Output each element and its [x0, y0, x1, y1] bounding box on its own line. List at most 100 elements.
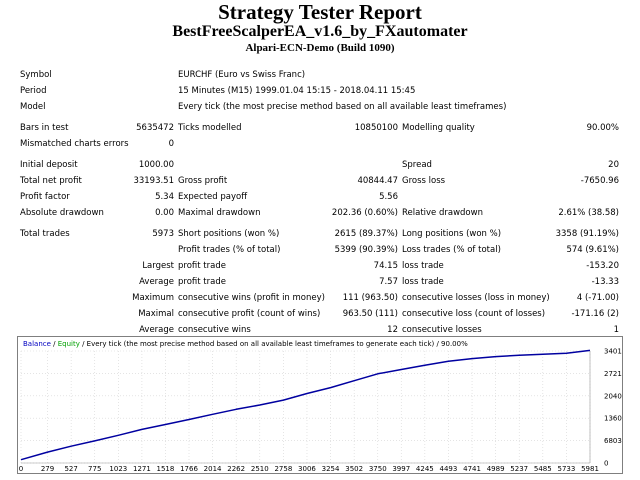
avg-consecutive-losses-label: consecutive losses: [402, 325, 482, 335]
spread-value: 20: [608, 160, 619, 170]
x-tick-label: 3254: [322, 465, 340, 473]
chart-header-rest: / Every tick (the most precise method ba…: [80, 340, 468, 348]
total-trades-label: Total trades: [20, 229, 70, 239]
balance-chart-svg: Balance / Equity / Every tick (the most …: [19, 340, 622, 473]
x-tick-label: 5981: [581, 465, 599, 473]
x-tick-label: 4989: [487, 465, 505, 473]
deposit-value: 1000.00: [138, 160, 174, 170]
largest-profit-label: profit trade: [178, 261, 226, 271]
short-positions-label: Short positions (won %): [178, 229, 280, 239]
ea-name: BestFreeScalperEA_v1.6_by_FXautomater: [172, 23, 468, 40]
average-profit-value: 7.57: [379, 277, 398, 287]
loss-trades-label: Loss trades (% of total): [402, 245, 501, 255]
max-consecutive-losses-value: 4 (-71.00): [576, 293, 619, 303]
loss-trades-value: 574 (9.61%): [566, 245, 619, 255]
x-tick-label: 279: [41, 465, 54, 473]
x-tick-label: 527: [64, 465, 77, 473]
x-tick-label: 3006: [298, 465, 316, 473]
x-tick-label: 0: [19, 465, 23, 473]
maximal-drawdown-label: Maximal drawdown: [178, 208, 261, 218]
x-tick-label: 1023: [109, 465, 127, 473]
y-tick-label: 20408: [604, 392, 622, 400]
x-tick-label: 1518: [157, 465, 175, 473]
ticks-label: Ticks modelled: [178, 123, 242, 133]
gross-loss-value: -7650.96: [580, 176, 619, 186]
max-consecutive-wins-value: 111 (963.50): [342, 293, 398, 303]
x-tick-label: 1766: [180, 465, 198, 473]
absolute-drawdown-value: 0.00: [155, 208, 174, 218]
report-title: Strategy Tester Report: [218, 0, 422, 24]
long-positions-label: Long positions (won %): [402, 229, 502, 239]
largest-loss-label: loss trade: [402, 261, 444, 271]
expected-payoff-value: 5.56: [379, 192, 398, 202]
avg-consecutive-losses-value: 1: [613, 325, 619, 335]
average-loss-value: -13.33: [591, 277, 619, 287]
average2-label: Average: [139, 325, 174, 335]
x-tick-label: 2014: [204, 465, 222, 473]
max-consecutive-wins-label: consecutive wins (profit in money): [178, 293, 325, 303]
balance-line: [20, 349, 591, 461]
maximal-consecutive-profit-label: consecutive profit (count of wins): [178, 309, 321, 319]
profit-trades-label: Profit trades (% of total): [178, 245, 281, 255]
spread-label: Spread: [402, 160, 432, 170]
gross-profit-label: Gross profit: [178, 176, 228, 186]
x-tick-label: 3997: [392, 465, 410, 473]
model-value: Every tick (the most precise method base…: [178, 102, 507, 112]
avg-consecutive-wins-value: 12: [387, 325, 398, 335]
y-tick-label: 34013: [604, 348, 622, 356]
total-trades-value: 5973: [152, 229, 174, 239]
x-tick-label: 2262: [227, 465, 245, 473]
x-tick-label: 5733: [557, 465, 575, 473]
chart-header-balance: Balance: [23, 340, 51, 348]
profit-factor-label: Profit factor: [20, 192, 70, 202]
avg-consecutive-wins-label: consecutive wins: [178, 325, 251, 335]
period-value: 15 Minutes (M15) 1999.01.04 15:15 - 2018…: [178, 86, 416, 96]
x-tick-label: 1271: [133, 465, 151, 473]
maximal-label: Maximal: [138, 309, 174, 319]
mismatch-label: Mismatched charts errors: [20, 139, 129, 149]
mismatch-value: 0: [168, 139, 174, 149]
absolute-drawdown-label: Absolute drawdown: [20, 208, 104, 218]
average-loss-label: loss trade: [402, 277, 444, 287]
profit-trades-value: 5399 (90.39%): [334, 245, 398, 255]
x-tick-label: 3502: [345, 465, 363, 473]
y-tick-label: 6803: [604, 437, 622, 445]
net-profit-label: Total net profit: [20, 176, 82, 186]
max-consecutive-losses-label: consecutive losses (loss in money): [402, 293, 550, 303]
bars-label: Bars in test: [20, 123, 69, 133]
maximal-consecutive-loss-label: consecutive loss (count of losses): [402, 309, 546, 319]
profit-factor-value: 5.34: [155, 192, 174, 202]
gross-profit-value: 40844.47: [357, 176, 398, 186]
x-tick-label: 775: [88, 465, 101, 473]
chart-header-equity: Equity: [58, 340, 80, 348]
x-tick-label: 2758: [274, 465, 292, 473]
period-label: Period: [20, 86, 47, 96]
expected-payoff-label: Expected payoff: [178, 192, 248, 202]
maximal-consecutive-loss-value: -171.16 (2): [571, 309, 619, 319]
ticks-value: 10850100: [354, 123, 398, 133]
model-label: Model: [20, 102, 46, 112]
short-positions-value: 2615 (89.37%): [334, 229, 398, 239]
average-profit-label: profit trade: [178, 277, 226, 287]
deposit-label: Initial deposit: [20, 160, 78, 170]
relative-drawdown-value: 2.61% (38.58): [558, 208, 619, 218]
average-label: Average: [139, 277, 174, 287]
x-tick-label: 4741: [463, 465, 481, 473]
server-build: Alpari-ECN-Demo (Build 1090): [245, 42, 395, 54]
x-tick-label: 4493: [440, 465, 458, 473]
x-tick-label: 3750: [369, 465, 387, 473]
y-tick-label: 0: [604, 460, 608, 468]
balance-chart: Balance / Equity / Every tick (the most …: [17, 336, 623, 474]
long-positions-value: 3358 (91.19%): [555, 229, 619, 239]
largest-loss-value: -153.20: [586, 261, 619, 271]
y-tick-label: 27211: [604, 370, 622, 378]
bars-value: 5635472: [136, 123, 174, 133]
largest-label: Largest: [142, 261, 174, 271]
maximal-drawdown-value: 202.36 (0.60%): [331, 208, 398, 218]
largest-profit-value: 74.15: [373, 261, 398, 271]
x-tick-label: 5237: [510, 465, 528, 473]
symbol-label: Symbol: [20, 70, 52, 80]
maximal-consecutive-profit-value: 963.50 (111): [342, 309, 398, 319]
quality-value: 90.00%: [586, 123, 619, 133]
x-tick-label: 5485: [534, 465, 552, 473]
